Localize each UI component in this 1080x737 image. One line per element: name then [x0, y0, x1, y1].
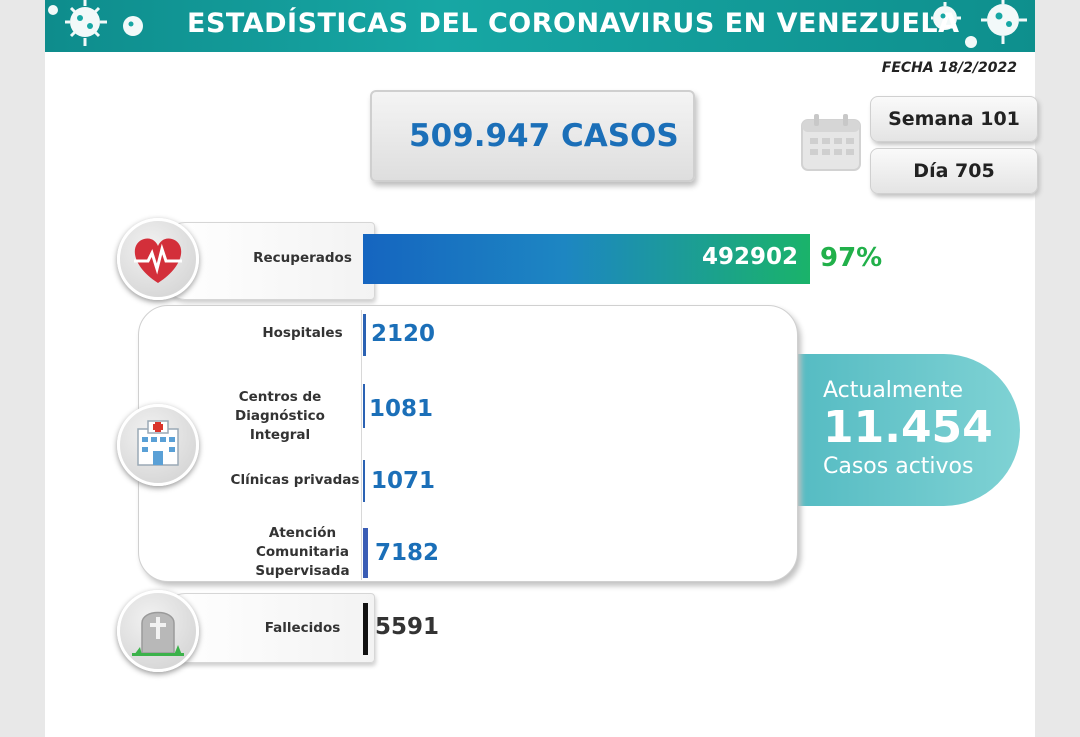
header-banner: ESTADÍSTICAS DEL CORONAVIRUS EN VENEZUEL…: [45, 0, 1035, 52]
day-counter: Día 705: [870, 148, 1038, 194]
community-label: Atención Comunitaria Supervisada: [245, 524, 360, 581]
page-title: ESTADÍSTICAS DEL CORONAVIRUS EN VENEZUEL…: [187, 8, 960, 39]
infographic-page: ESTADÍSTICAS DEL CORONAVIRUS EN VENEZUEL…: [45, 0, 1038, 737]
tombstone-icon: [132, 611, 184, 656]
deceased-label-tab: [165, 593, 375, 663]
active-cases-heading: Actualmente: [823, 378, 963, 403]
report-date: FECHA 18/2/2022: [881, 60, 1017, 76]
community-label-line1: Atención: [268, 525, 337, 541]
cdi-bar: [363, 384, 365, 428]
active-cases-bubble: [765, 354, 1020, 506]
active-cases-caption: Casos activos: [823, 454, 974, 479]
virus-icon-right: [931, 0, 1027, 48]
community-label-line2: Comunitaria: [255, 544, 350, 560]
total-cases-box: 509.947 CASOS: [370, 90, 695, 182]
cdi-label-line2: Diagnóstico Integral: [235, 408, 325, 443]
week-counter: Semana 101: [870, 96, 1038, 142]
hospitals-bar: [363, 314, 366, 356]
hospitals-label: Hospitales: [262, 325, 343, 341]
calendar-icon: [801, 114, 861, 171]
clinics-value: 1071: [371, 468, 436, 494]
recovered-label: Recuperados: [253, 250, 352, 266]
deceased-bar: [363, 603, 368, 655]
heart-pulse-icon: [134, 238, 182, 283]
total-cases-value: 509.947 CASOS: [409, 118, 679, 154]
deceased-label: Fallecidos: [264, 620, 341, 636]
clinics-bar: [363, 460, 365, 502]
active-cases-panel: [138, 305, 798, 582]
hospital-building-icon: [137, 420, 179, 466]
virus-icon: [48, 0, 143, 46]
deceased-value: 5591: [375, 614, 440, 640]
recovered-label-tab: [165, 222, 375, 300]
recovered-bar: 492902: [363, 234, 810, 284]
recovered-icon-badge: [117, 218, 199, 300]
divider: [361, 310, 362, 580]
cdi-label-line1: Centros de: [238, 389, 322, 405]
community-value: 7182: [375, 540, 440, 566]
hospitals-value: 2120: [371, 321, 436, 347]
active-cases-value: 11.454: [823, 402, 993, 453]
active-icon-badge: [117, 404, 199, 486]
deceased-icon-badge: [117, 590, 199, 672]
community-label-line3: Supervisada: [255, 563, 350, 579]
clinics-label: Clínicas privadas: [230, 472, 360, 488]
recovered-value: 492902: [701, 244, 798, 270]
recovered-percent: 97%: [820, 243, 883, 273]
cdi-value: 1081: [369, 396, 434, 422]
community-bar: [363, 528, 368, 578]
cdi-label: Centros de Diagnóstico Integral: [205, 388, 355, 445]
